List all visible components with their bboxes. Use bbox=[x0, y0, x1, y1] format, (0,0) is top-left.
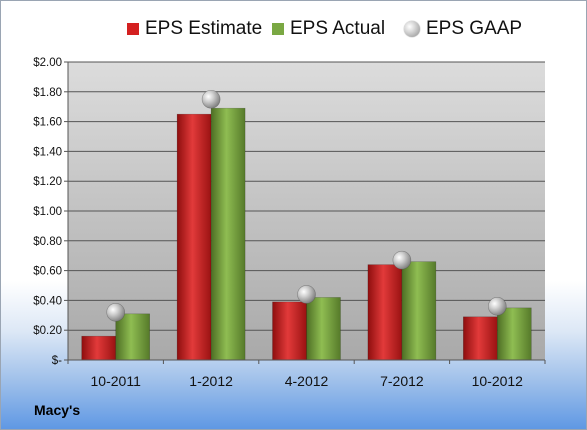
y-tick-label: $1.40 bbox=[33, 146, 62, 158]
bar-eps-estimate bbox=[367, 264, 403, 361]
legend-item-eps-actual: EPS Actual bbox=[272, 14, 385, 44]
legend-label-eps-estimate: EPS Estimate bbox=[145, 18, 263, 39]
legend-label-eps-actual: EPS Actual bbox=[290, 18, 386, 39]
y-tick-label: $1.60 bbox=[33, 117, 62, 129]
bar-eps-estimate bbox=[176, 113, 212, 361]
bar-eps-actual bbox=[210, 107, 246, 361]
y-tick-label: $1.00 bbox=[33, 206, 62, 218]
y-tick-label: $1.20 bbox=[33, 176, 62, 188]
marker-eps-gaap bbox=[106, 303, 125, 322]
company-name: Macy's bbox=[34, 402, 81, 418]
bar-eps-estimate bbox=[81, 335, 116, 361]
x-tick-label: 10-2012 bbox=[472, 373, 524, 389]
bar-eps-actual bbox=[496, 307, 532, 361]
legend-swatch-eps-estimate bbox=[127, 23, 139, 35]
x-tick-label: 7-2012 bbox=[380, 373, 424, 389]
y-tick-label: $1.80 bbox=[33, 87, 62, 99]
x-tick-label: 1-2012 bbox=[189, 373, 233, 389]
y-tick-label: $0.60 bbox=[33, 266, 62, 278]
x-tick-label: 10-2011 bbox=[91, 373, 142, 389]
y-tick-label: $- bbox=[52, 355, 62, 367]
bar-eps-actual bbox=[306, 297, 341, 361]
bar-eps-actual bbox=[401, 261, 437, 361]
legend-item-eps-gaap: EPS GAAP bbox=[404, 14, 522, 44]
x-tick-label: 4-2012 bbox=[285, 373, 329, 389]
bar-eps-estimate bbox=[462, 316, 498, 361]
legend-label-eps-gaap: EPS GAAP bbox=[426, 18, 523, 39]
marker-eps-gaap bbox=[297, 285, 316, 304]
legend-sphere-eps-gaap bbox=[404, 21, 420, 37]
legend-item-eps-estimate: EPS Estimate bbox=[127, 14, 262, 44]
legend-swatch-eps-actual bbox=[272, 23, 284, 35]
bar-eps-estimate bbox=[272, 301, 307, 361]
marker-eps-gaap bbox=[487, 297, 507, 316]
y-tick-label: $0.80 bbox=[33, 236, 62, 248]
y-tick-label: $2.00 bbox=[33, 57, 62, 69]
marker-eps-gaap bbox=[392, 250, 412, 270]
y-tick-label: $0.20 bbox=[33, 325, 62, 337]
marker-eps-gaap bbox=[201, 89, 221, 109]
y-tick-label: $0.40 bbox=[33, 295, 62, 307]
bar-eps-actual bbox=[115, 313, 150, 361]
legend: EPS Estimate EPS Actual EPS GAAP bbox=[0, 14, 587, 44]
